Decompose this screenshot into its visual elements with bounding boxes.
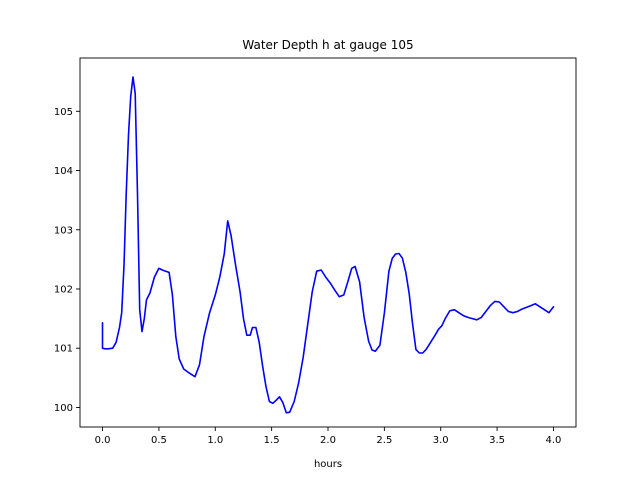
y-tick-label: 102 xyxy=(54,284,73,295)
y-tick-label: 101 xyxy=(54,344,73,355)
x-tick-label: 0.5 xyxy=(151,435,167,446)
series-line xyxy=(101,76,555,414)
y-tick-label: 100 xyxy=(54,403,73,414)
y-tick-label: 104 xyxy=(54,166,73,177)
y-tick-label: 105 xyxy=(54,107,73,118)
x-tick-label: 0.0 xyxy=(95,435,111,446)
plot-area: 0.0 0.5 1.0 1.5 2.0 2.5 3.0 3.5 4.0 100 101 102 103 1… xyxy=(54,57,577,446)
x-tick-label: 2.5 xyxy=(376,435,392,446)
chart-title: Water Depth h at gauge 105 xyxy=(242,38,413,52)
x-tick-label: 4.0 xyxy=(546,435,562,446)
x-tick-label: 3.5 xyxy=(489,435,505,446)
x-axis-label: hours xyxy=(314,459,342,470)
x-tick-label: 3.0 xyxy=(433,435,449,446)
x-tick-label: 1.0 xyxy=(207,435,223,446)
x-tick-label: 1.5 xyxy=(264,435,280,446)
y-tick-label: 103 xyxy=(54,225,73,236)
x-tick-label: 2.0 xyxy=(320,435,336,446)
